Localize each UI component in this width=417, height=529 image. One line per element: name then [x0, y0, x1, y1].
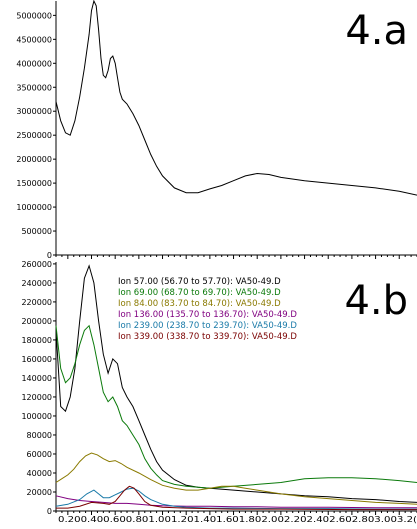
- panel-a-series: [55, 0, 417, 196]
- legend-entry-5: Ion 339.00 (338.70 to 339.70): VA50-49.D: [118, 332, 297, 342]
- legend-entry-0: Ion 57.00 (56.70 to 57.70): VA50-49.D: [118, 277, 281, 287]
- panel-a-y-ticks: 0 500000 1000000 1500000 2000000 2500000 30000…: [16, 11, 56, 260]
- y-tick-label: 5000000: [16, 11, 52, 20]
- y-tick-label: 1000000: [16, 203, 52, 212]
- y-tick-label: 3500000: [16, 83, 52, 92]
- panel-b-y-ticks: 0 20000 40000 60000 80000 100000 120000 140000 1…: [21, 260, 56, 516]
- y-tick-label: 100000: [21, 412, 52, 421]
- series-line-1: [55, 324, 417, 489]
- y-tick-label: 140000: [21, 374, 52, 383]
- y-tick-label: 2000000: [16, 155, 52, 164]
- y-tick-label: 260000: [21, 260, 52, 269]
- panel-b-series: [55, 264, 417, 511]
- legend-entry-1: Ion 69.00 (68.70 to 69.70): VA50-49.D: [118, 288, 281, 298]
- y-tick-label: 40000: [27, 469, 52, 478]
- legend-entry-4: Ion 239.00 (238.70 to 239.70): VA50-49.D: [118, 321, 297, 331]
- y-tick-label: 1500000: [16, 179, 52, 188]
- y-tick-label: 200000: [21, 317, 52, 326]
- series-line-3: [55, 495, 417, 509]
- panel-b-title: 4.b: [344, 278, 408, 324]
- legend-entry-2: Ion 84.00 (83.70 to 84.70): VA50-49.D: [118, 299, 281, 309]
- series-line-2: [55, 452, 417, 505]
- panel-a-title: 4.a: [345, 8, 408, 54]
- y-tick-label: 80000: [27, 431, 52, 440]
- y-tick-label: 60000: [27, 450, 52, 459]
- panel-b-x-tick-labels: 0.200.400.600.801.001.201.401.601.802.00…: [58, 515, 417, 524]
- y-tick-label: 0: [47, 251, 52, 260]
- panel-a-x-ticks: [55, 255, 417, 259]
- y-tick-label: 120000: [21, 393, 52, 402]
- y-tick-label: 240000: [21, 279, 52, 288]
- y-tick-label: 2500000: [16, 131, 52, 140]
- panel-b-legend: Ion 57.00 (56.70 to 57.70): VA50-49.DIon…: [118, 277, 297, 342]
- panel-b-x-ticks: [55, 511, 417, 515]
- y-tick-label: 4500000: [16, 35, 52, 44]
- series-line-0: [55, 0, 417, 196]
- y-tick-label: 3000000: [16, 107, 52, 116]
- y-tick-label: 160000: [21, 355, 52, 364]
- panel-b: 0 20000 40000 60000 80000 100000 120000 140000 1…: [21, 260, 417, 524]
- y-tick-label: 20000: [27, 488, 52, 497]
- legend-entry-3: Ion 136.00 (135.70 to 136.70): VA50-49.D: [118, 310, 297, 320]
- y-tick-label: 220000: [21, 298, 52, 307]
- y-tick-label: 0: [47, 507, 52, 516]
- y-tick-label: 500000: [21, 227, 52, 236]
- series-line-5: [56, 485, 417, 511]
- y-tick-label: 4000000: [16, 59, 52, 68]
- y-tick-label: 180000: [21, 336, 52, 345]
- panel-a: 0 500000 1000000 1500000 2000000 2500000 30000…: [16, 0, 417, 260]
